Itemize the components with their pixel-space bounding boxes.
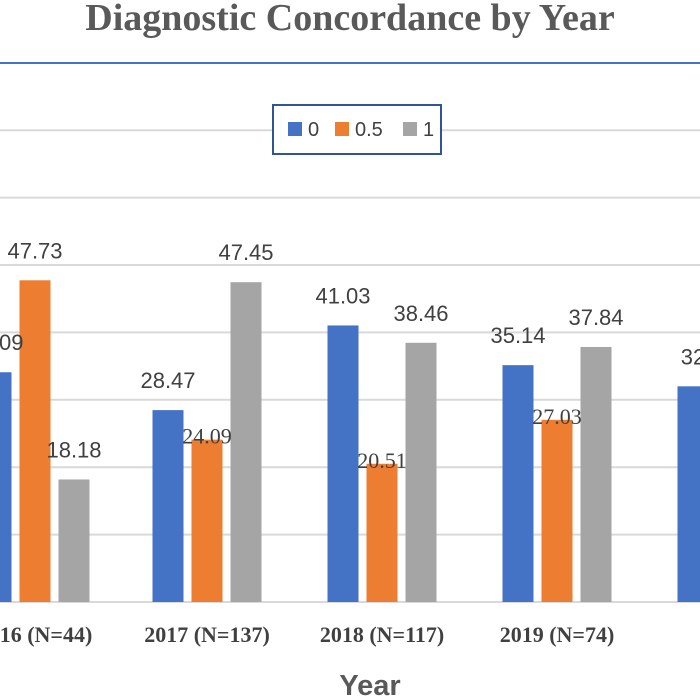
x-tick-label: 2019 (N=74)	[500, 622, 615, 647]
legend: 0 0.5 1	[272, 104, 442, 155]
data-label: 35.14	[490, 323, 545, 348]
bar-0-5-0	[19, 280, 51, 602]
x-axis-ticks: 2016 (N=44) 2017 (N=137) 2018 (N=117) 2019 …	[0, 622, 615, 647]
bar-0-4	[677, 386, 700, 602]
data-label: 32	[681, 344, 700, 369]
legend-swatch	[335, 122, 349, 136]
bar-0-0	[0, 372, 12, 602]
data-label: 20.51	[357, 448, 407, 473]
x-axis-label: Year	[339, 670, 400, 700]
x-tick-label: 2018 (N=117)	[320, 622, 444, 647]
legend-label: 1	[423, 119, 434, 141]
bar-0-5-2	[366, 463, 398, 602]
bar-0-3	[502, 365, 534, 602]
data-label: 34.09	[0, 330, 24, 355]
chart-title: Diagnostic Concordance by Year	[85, 0, 615, 39]
data-labels: 34.09 47.73 18.18 28.47 24.09 47.45 41.03 20.51…	[0, 238, 700, 472]
bar-1-2	[405, 342, 437, 602]
data-label: 47.73	[7, 238, 62, 263]
x-tick-label: 2016 (N=44)	[0, 622, 92, 647]
bar-1-3	[580, 346, 612, 602]
bar-0-5-1	[191, 439, 223, 602]
x-tick-label: 2017 (N=137)	[144, 622, 270, 647]
bar-0-2	[327, 325, 359, 602]
data-label: 47.45	[218, 240, 273, 265]
bar-1-0	[58, 479, 90, 602]
legend-label: 0	[308, 119, 319, 141]
data-label: 27.03	[532, 404, 582, 429]
bar-0-1	[152, 410, 184, 602]
bar-1-1	[230, 282, 262, 602]
data-label: 38.46	[393, 301, 448, 326]
legend-swatch	[288, 122, 302, 136]
data-label: 28.47	[140, 368, 195, 393]
data-label: 41.03	[315, 283, 370, 308]
data-label: 37.84	[568, 305, 623, 330]
data-label: 24.09	[182, 424, 232, 449]
data-label: 18.18	[46, 437, 101, 462]
legend-swatch	[403, 122, 417, 136]
legend-label: 0.5	[355, 119, 383, 141]
bar-0-5-3	[541, 419, 573, 602]
bars	[0, 280, 700, 602]
